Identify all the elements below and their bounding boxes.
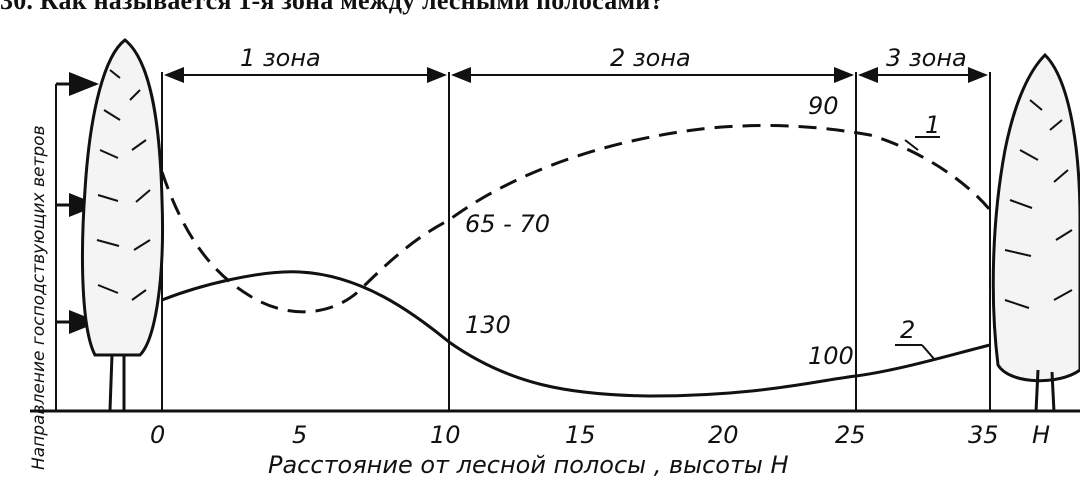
curve-2-label: 2 <box>900 316 915 344</box>
left-tree-icon <box>80 38 164 411</box>
right-tree-icon <box>991 52 1080 413</box>
curve-1-dashed <box>160 124 992 314</box>
annotation-130: 130 <box>465 311 511 339</box>
annotation-100: 100 <box>808 342 854 370</box>
annotation-65-70: 65 - 70 <box>465 210 550 238</box>
annotation-90: 90 <box>808 92 839 120</box>
x-tick-20: 20 <box>708 421 739 449</box>
x-tick-H: Н <box>1032 421 1050 449</box>
zone-3-label: 3 зона <box>886 44 967 72</box>
x-tick-labels: 0 5 10 15 20 25 35 Н <box>150 421 1050 449</box>
zone-boundaries <box>161 72 991 411</box>
x-tick-5: 5 <box>292 421 307 449</box>
y-axis-label: Направление господствующих ветров <box>29 125 49 470</box>
x-axis-label: Расстояние от лесной полосы , высоты Н <box>268 451 789 479</box>
zone-1-label: 1 зона <box>240 44 321 72</box>
x-tick-0: 0 <box>150 421 165 449</box>
curve-1-label: 1 <box>925 111 940 139</box>
question-heading: 30. Как называется 1-я зона между лесным… <box>0 0 664 15</box>
curve-2-solid <box>161 270 991 398</box>
x-tick-35: 35 <box>968 421 999 449</box>
x-tick-15: 15 <box>565 421 596 449</box>
x-tick-25: 25 <box>835 421 866 449</box>
zone-2-label: 2 зона <box>610 44 691 72</box>
x-tick-10: 10 <box>430 421 461 449</box>
